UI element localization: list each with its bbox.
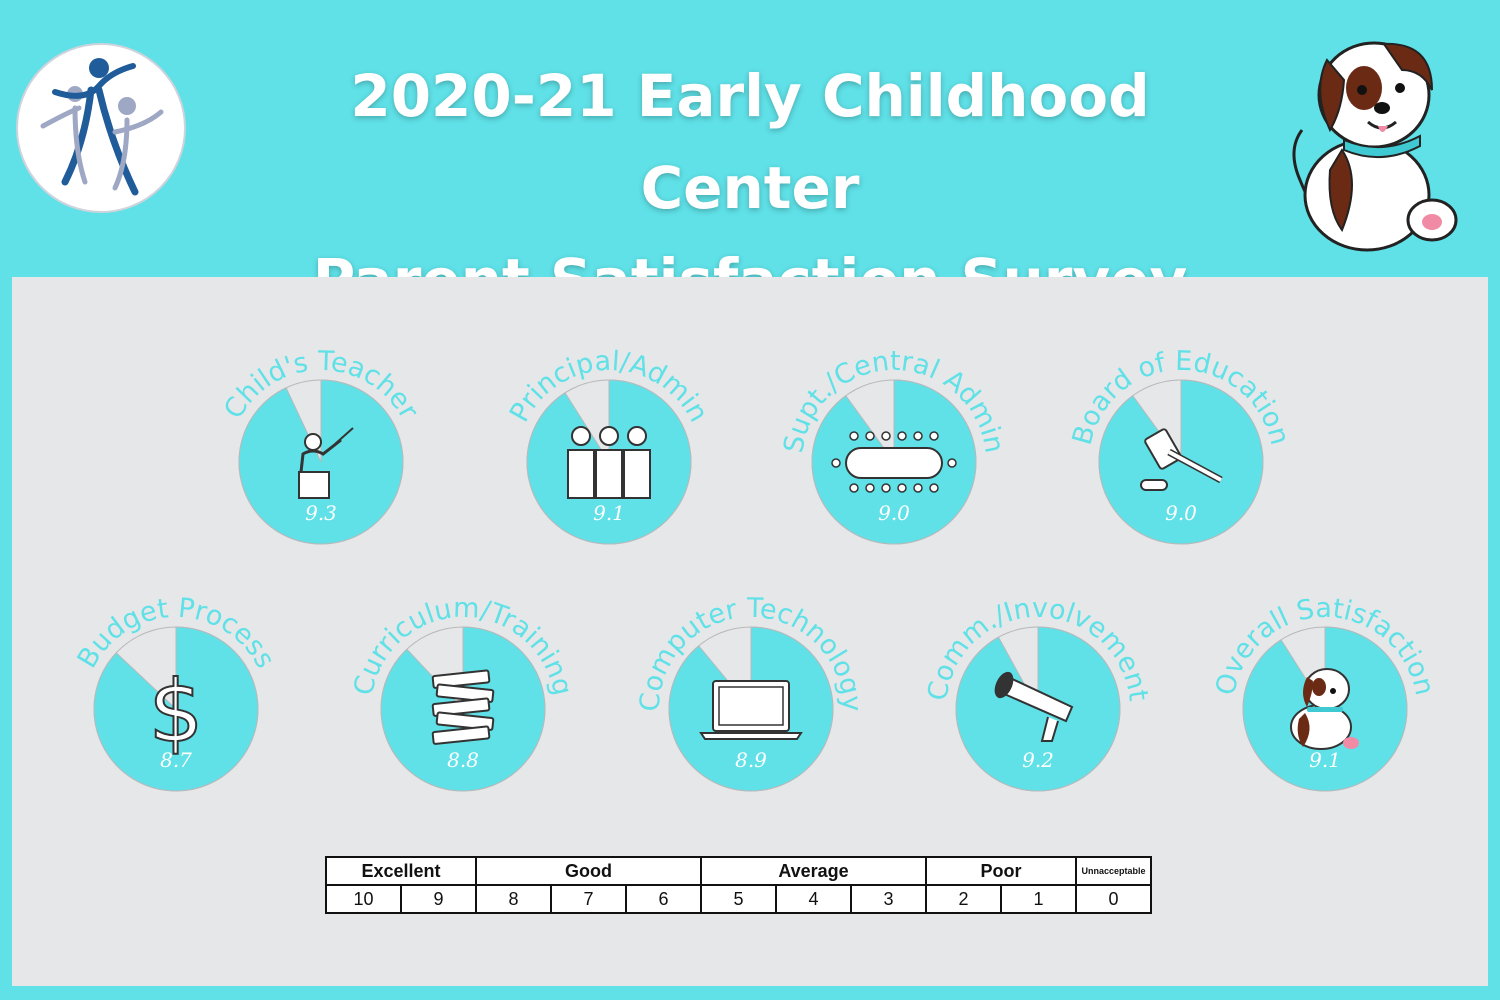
results-panel: 9.3 Child's Teacher 9.1 Principal/Admin 9.0 S… [12,277,1488,986]
scale-number: 9 [400,884,477,914]
laptop-icon [699,680,803,740]
teacher-icon [298,427,354,499]
scale-group-row: Excellent Good Average Poor Unnacceptabl… [325,856,1152,886]
scale-number: 2 [925,884,1002,914]
pie-slice [526,379,692,545]
header: 2020-21 Early Childhood Center Parent Sa… [0,0,1500,406]
pie-value-label: 9.3 [305,501,337,525]
pie-value-label: 9.0 [878,501,910,525]
scale-number: 7 [550,884,627,914]
scale-group-good: Good [475,856,702,886]
megaphone-icon [994,671,1074,742]
logo-icon [15,42,187,214]
title-line-1: 2020-21 Early Childhood Center [350,62,1150,222]
scale-number: 8 [475,884,552,914]
scale-number: 10 [325,884,402,914]
pie-value-label: 9.1 [1309,748,1341,772]
scale-number: 3 [850,884,927,914]
rating-scale-table: Excellent Good Average Poor Unnacceptabl… [325,856,1152,914]
scale-group-excellent: Excellent [325,856,477,886]
pie-value-label: 8.8 [447,748,479,772]
pie-value-label: 8.7 [160,748,192,772]
scale-group-poor: Poor [925,856,1077,886]
pie-slice [1242,626,1408,792]
scale-number: 4 [775,884,852,914]
pie-value-label: 9.2 [1022,748,1054,772]
pie-slice [238,379,404,545]
scale-number: 6 [625,884,702,914]
scale-number: 1 [1000,884,1077,914]
gavel-icon [1140,428,1223,491]
scale-number-row: 10 9 8 7 6 5 4 3 2 1 0 [325,884,1152,914]
scale-number: 0 [1075,884,1152,914]
pie-value-label: 9.1 [593,501,625,525]
meeting-table-icon [831,431,957,493]
pie-value-label: 9.0 [1165,501,1197,525]
scale-group-unacceptable: Unnacceptable [1075,856,1152,886]
books-icon [431,669,495,745]
scale-group-average: Average [700,856,927,886]
dog-mascot-icon [1282,30,1472,255]
dollar-icon: $ [148,661,205,763]
pie-value-label: 8.9 [735,748,767,772]
svg-text:$: $ [149,662,204,762]
dog-icon [1290,668,1359,750]
people-icon [567,426,651,499]
scale-number: 5 [700,884,777,914]
pie-slice [93,626,259,792]
